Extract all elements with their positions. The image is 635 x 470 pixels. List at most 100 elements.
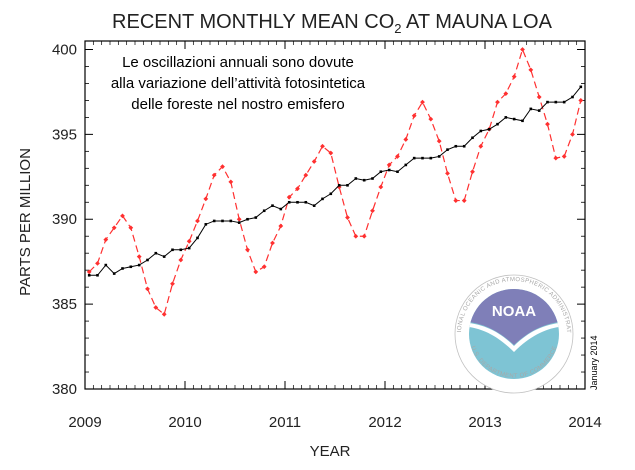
- data-point: [211, 172, 217, 178]
- data-point: [312, 204, 316, 207]
- data-point: [195, 218, 200, 224]
- data-point: [412, 156, 416, 160]
- data-point: [111, 225, 117, 231]
- data-point: [446, 148, 449, 151]
- chart-title-suffix: AT MAUNA LOA: [402, 11, 553, 33]
- data-point: [287, 200, 291, 204]
- data-point: [311, 159, 317, 164]
- logo-bird: [469, 323, 559, 352]
- data-point: [254, 216, 258, 219]
- data-point: [161, 311, 167, 317]
- data-point: [95, 260, 100, 266]
- data-point: [445, 171, 450, 176]
- data-point: [378, 184, 384, 190]
- data-point: [103, 237, 109, 243]
- data-point: [196, 236, 199, 240]
- data-point: [411, 113, 417, 119]
- data-point: [396, 170, 399, 174]
- series-line-1: [88, 47, 582, 316]
- data-point: [503, 91, 509, 97]
- data-point: [303, 172, 309, 178]
- x-axis-ticks: 2009 2010 2011 2012 2013 2014: [68, 41, 602, 431]
- data-point: [537, 109, 541, 112]
- annotation-line-2: alla variazione dell’attività fotosintet…: [111, 75, 366, 92]
- data-point: [136, 254, 142, 259]
- data-point: [421, 156, 424, 160]
- data-point: [145, 286, 150, 292]
- data-point: [461, 198, 467, 203]
- data-point: [387, 168, 391, 172]
- data-point: [479, 129, 483, 133]
- series-2: [87, 85, 583, 277]
- data-point: [354, 177, 358, 180]
- data-point: [320, 143, 325, 149]
- data-point: [86, 269, 92, 275]
- data-point: [171, 248, 174, 252]
- data-point: [120, 213, 125, 219]
- data-point: [529, 107, 533, 111]
- data-point: [471, 136, 474, 140]
- data-point: [121, 267, 124, 270]
- data-point: [329, 192, 333, 196]
- y-axis-ticks: 380 385 390 395 400: [52, 41, 585, 398]
- data-point: [271, 204, 274, 207]
- chart-title: RECENT MONTHLY MEAN CO2 AT MAUNA LOA: [112, 11, 553, 36]
- annotation-line-3: delle foreste nel nostro emisfero: [131, 96, 344, 113]
- data-point: [346, 183, 349, 187]
- data-point: [204, 223, 208, 226]
- data-point: [496, 122, 499, 126]
- data-point: [454, 144, 458, 148]
- data-point: [178, 257, 184, 263]
- data-point: [578, 98, 584, 103]
- data-point: [395, 154, 400, 159]
- data-point: [261, 264, 267, 270]
- data-point: [212, 219, 216, 223]
- data-point: [379, 170, 383, 174]
- data-point: [279, 207, 283, 211]
- y-tick-label: 385: [52, 296, 77, 313]
- data-point: [328, 150, 334, 156]
- data-point: [286, 194, 292, 200]
- y-tick-label: 400: [52, 41, 77, 58]
- data-point: [478, 143, 484, 149]
- chart-title-subscript: 2: [394, 21, 401, 36]
- data-point: [128, 225, 134, 231]
- data-point: [104, 263, 108, 267]
- data-point: [370, 208, 375, 214]
- data-point: [428, 116, 434, 122]
- data-point: [579, 85, 583, 89]
- data-point: [278, 223, 284, 229]
- data-point: [187, 246, 191, 250]
- logo-center-text: NOAA: [492, 303, 536, 320]
- data-point: [96, 273, 99, 277]
- data-point: [528, 67, 534, 73]
- data-point: [262, 209, 266, 213]
- data-point: [345, 215, 350, 220]
- data-point: [453, 198, 459, 203]
- data-point: [203, 196, 209, 202]
- data-point: [162, 255, 166, 258]
- x-tick-label: 2009: [68, 414, 101, 431]
- data-point: [154, 251, 158, 255]
- credit-date: January 2014: [589, 335, 599, 390]
- chart-title-prefix: RECENT MONTHLY MEAN CO: [112, 11, 394, 33]
- y-axis-label: PARTS PER MILLION: [17, 148, 34, 296]
- data-point: [362, 178, 366, 182]
- series-layer: [86, 47, 584, 317]
- x-tick-label: 2012: [368, 414, 401, 431]
- data-point: [236, 216, 242, 222]
- data-point: [112, 272, 116, 275]
- data-point: [179, 248, 183, 252]
- data-point: [562, 100, 566, 104]
- data-point: [495, 99, 500, 105]
- data-point: [229, 219, 233, 223]
- data-point: [129, 265, 133, 269]
- data-point: [270, 240, 275, 246]
- data-point: [536, 94, 542, 100]
- data-point: [371, 177, 374, 180]
- data-point: [246, 217, 249, 221]
- data-point: [546, 100, 549, 104]
- data-point: [296, 200, 299, 204]
- data-point: [361, 233, 367, 239]
